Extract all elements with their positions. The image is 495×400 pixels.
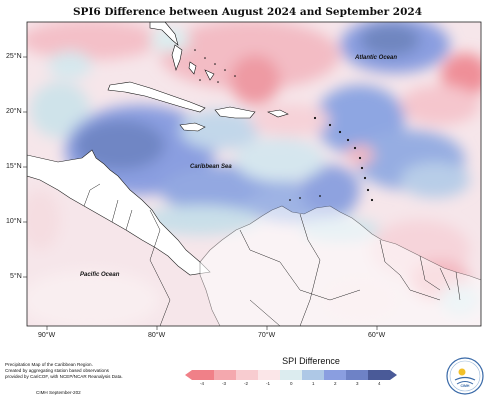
credit-line-2: Created by aggregating station based obs… <box>5 368 109 373</box>
legend-swatch <box>214 370 236 380</box>
legend-tick: 1 <box>312 381 315 386</box>
lon-label-70w: 70°W <box>258 332 276 339</box>
credit-line-3: provided by CariCOF, with NCEP/NCAR Rean… <box>5 374 123 379</box>
legend-swatch <box>324 370 346 380</box>
legend-tick: 0 <box>290 381 293 386</box>
lon-label-80w: 80°W <box>148 332 166 339</box>
legend-tick: 4 <box>378 381 381 386</box>
lat-label-10n: 10°N <box>6 218 22 225</box>
lat-label-25n: 25°N <box>6 53 22 60</box>
map-panel <box>27 22 481 326</box>
lat-label-5n: 5°N <box>10 273 22 280</box>
caribbean-islands <box>107 44 289 132</box>
legend-arrow-right <box>390 370 397 380</box>
legend-swatch <box>258 370 280 380</box>
legend-swatch <box>368 370 390 380</box>
florida-land <box>149 22 179 46</box>
spi-field <box>27 22 481 326</box>
legend-tick: 2 <box>334 381 337 386</box>
bahamas <box>194 49 236 83</box>
legend-swatch <box>236 370 258 380</box>
legend-swatch <box>302 370 324 380</box>
country-borders <box>83 183 461 326</box>
legend-tick: 3 <box>356 381 359 386</box>
legend-swatch <box>280 370 302 380</box>
label-caribbean-sea: Caribbean Sea <box>190 164 232 170</box>
legend-swatch <box>192 370 214 380</box>
lat-label-20n: 20°N <box>6 108 22 115</box>
label-atlantic-ocean: Atlantic Ocean <box>355 55 398 61</box>
credit-date: CIMH September-202 <box>36 390 81 395</box>
axis-ticks <box>23 56 378 330</box>
lon-label-90w: 90°W <box>38 332 56 339</box>
legend-colorbar <box>185 370 397 380</box>
map-border <box>26 21 482 327</box>
legend-tick: -4 <box>200 381 205 386</box>
cimh-logo <box>446 357 484 395</box>
logo-text: CIMH <box>460 384 470 388</box>
legend-title: SPI Difference <box>282 356 340 366</box>
lon-label-60w: 60°W <box>368 332 386 339</box>
lat-label-15n: 15°N <box>6 163 22 170</box>
legend-swatch <box>346 370 368 380</box>
lesser-antilles <box>289 116 374 202</box>
label-pacific-ocean: Pacific Ocean <box>80 272 120 278</box>
legend-tick: -1 <box>266 381 271 386</box>
south-america-land <box>199 205 481 326</box>
legend-tick: -3 <box>222 381 227 386</box>
map-title: SPI6 Difference between August 2024 and … <box>72 6 423 18</box>
legend-tick: -2 <box>244 381 249 386</box>
legend-arrow-left <box>185 370 192 380</box>
credit-line-1: Precipitation Map of the Caribbean Regio… <box>5 362 93 367</box>
